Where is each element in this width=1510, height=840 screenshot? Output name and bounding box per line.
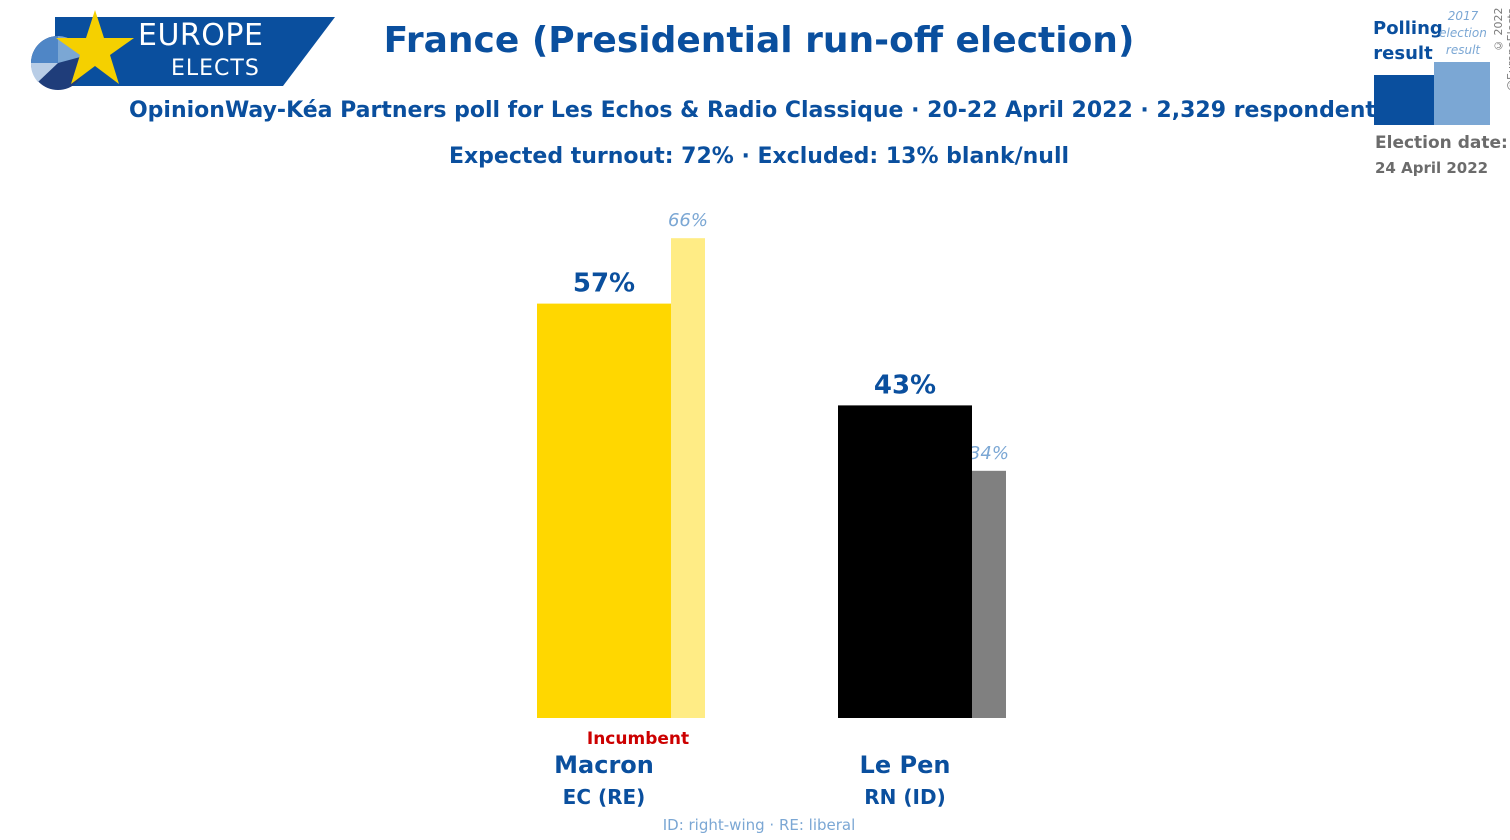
election-date-label: Election date: <box>1375 133 1508 153</box>
logo-banner <box>55 17 335 86</box>
copyright-text: © 2022 @EuropeElects <box>1492 8 1510 91</box>
value-label-2017-macron: 66% <box>668 210 708 231</box>
candidate-label-le-pen: Le Pen <box>860 751 951 779</box>
party-label-macron: EC (RE) <box>563 785 646 809</box>
party-label-le-pen: RN (ID) <box>864 785 945 809</box>
bar-poll-le-pen <box>838 405 972 718</box>
bar-2017-macron <box>671 238 705 718</box>
legend-previous-label: 2017 election result <box>1439 9 1487 57</box>
chart-subtitle-turnout: Expected turnout: 72% · Excluded: 13% bl… <box>448 144 1070 169</box>
value-label-2017-le-pen: 34% <box>969 443 1009 464</box>
legend-previous-swatch <box>1434 62 1490 125</box>
europe-elects-logo <box>30 10 335 90</box>
election-date: 24 April 2022 <box>1375 159 1489 177</box>
legend-polling-label: Polling result <box>1373 18 1443 64</box>
value-label-poll-le-pen: 43% <box>874 370 936 400</box>
value-label-poll-macron: 57% <box>573 269 635 299</box>
candidate-label-macron: Macron <box>554 751 654 779</box>
legend-polling-swatch <box>1374 75 1434 125</box>
bar-poll-macron <box>537 303 671 718</box>
bar-2017-le-pen <box>972 470 1006 718</box>
footnote: ID: right-wing · RE: liberal <box>662 816 856 834</box>
chart-subtitle: OpinionWay-Kéa Partners poll for Les Ech… <box>128 98 1390 123</box>
chart-title: France (Presidential run-off election) <box>383 20 1135 61</box>
star-icon <box>56 10 134 84</box>
logo-text-europe: EUROPE <box>138 18 264 53</box>
logo-text-elects: ELECTS <box>171 56 260 81</box>
incumbent-annotation: Incumbent <box>587 729 689 749</box>
